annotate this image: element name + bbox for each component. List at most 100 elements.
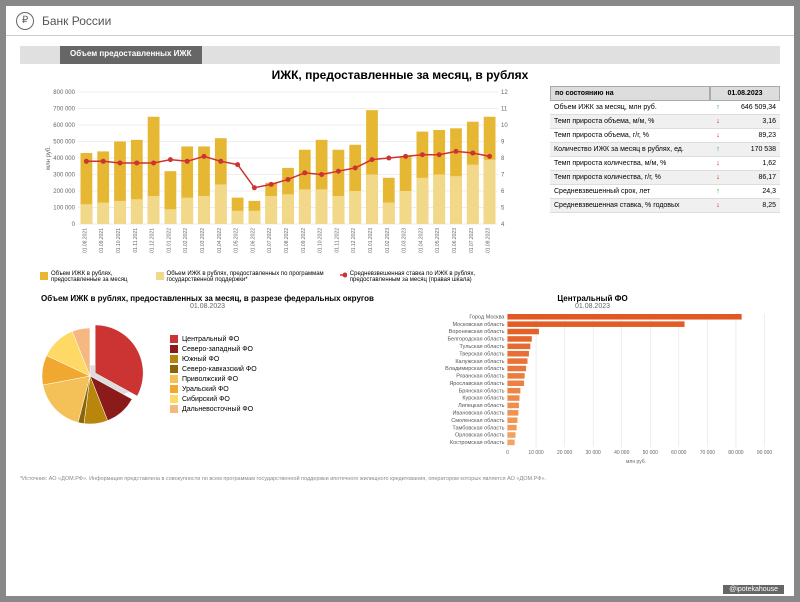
svg-text:60 000: 60 000 [671, 450, 687, 456]
stats-value: 170 538 [726, 143, 780, 156]
stats-value: 8,25 [726, 199, 780, 212]
svg-text:Владимирская область: Владимирская область [445, 366, 504, 372]
svg-text:01.05.2023: 01.05.2023 [435, 228, 441, 253]
legend-item: Объем ИЖК в рублях, предоставленных по п… [156, 271, 328, 283]
svg-text:млн руб.: млн руб. [626, 459, 646, 465]
stats-value: 24,3 [726, 185, 780, 198]
svg-text:01.08.2021: 01.08.2021 [82, 228, 88, 253]
stats-row: Объем ИЖК за месяц, млн руб.↑646 509,34 [550, 101, 780, 115]
tab-bar: Объем предоставленных ИЖК [20, 46, 780, 64]
svg-text:10 000: 10 000 [528, 450, 544, 456]
main-title: ИЖК, предоставленные за месяц, в рублях [20, 68, 780, 82]
svg-text:6: 6 [501, 189, 505, 195]
svg-text:50 000: 50 000 [643, 450, 659, 456]
svg-text:11: 11 [501, 107, 508, 113]
pie-legend-item: Уральский ФО [170, 385, 257, 393]
stats-row: Темп прироста количества, г/г, %↓86,17 [550, 171, 780, 185]
stats-value: 89,23 [726, 129, 780, 142]
svg-text:01.12.2021: 01.12.2021 [150, 228, 156, 253]
stats-row: Количество ИЖК за месяц в рублях, ед.↑17… [550, 143, 780, 157]
arrow-up-icon: ↑ [710, 143, 726, 156]
footnote: *Источник: АО «ДОМ.РФ». Информация предс… [20, 476, 780, 482]
pie-legend-item: Центральный ФО [170, 335, 257, 343]
stats-row: Темп прироста объема, г/г, %↓89,23 [550, 129, 780, 143]
arrow-down-icon: ↓ [710, 171, 726, 184]
svg-text:Город Москва: Город Москва [469, 314, 505, 320]
hbar-title: Центральный ФО [405, 294, 780, 303]
stats-row: Темп прироста объема, м/м, %↓3,16 [550, 115, 780, 129]
pie-legend-item: Приволжский ФО [170, 375, 257, 383]
pie-legend-item: Северо-кавказский ФО [170, 365, 257, 373]
stats-value: 86,17 [726, 171, 780, 184]
svg-text:800 000: 800 000 [53, 90, 75, 96]
hbar-date: 01.08.2023 [405, 303, 780, 310]
svg-text:4: 4 [501, 222, 505, 228]
pie-panel: Объем ИЖК в рублях, предоставленных за м… [20, 294, 395, 470]
dashboard-frame: ₽ Банк России Объем предоставленных ИЖК … [0, 0, 800, 602]
svg-text:01.05.2022: 01.05.2022 [234, 228, 240, 253]
stats-value: 1,62 [726, 157, 780, 170]
svg-text:12: 12 [501, 90, 508, 96]
stats-label: Средневзвешенная ставка, % годовых [550, 199, 710, 212]
svg-text:Ивановская область: Ивановская область [452, 410, 504, 416]
svg-text:90 000: 90 000 [757, 450, 773, 456]
svg-text:01.02.2022: 01.02.2022 [183, 228, 189, 253]
svg-text:9: 9 [501, 140, 505, 146]
stats-header-label: по состоянию на [550, 86, 710, 101]
combo-chart: 0100 000200 000300 000400 000500 000600 … [20, 86, 540, 286]
svg-text:01.09.2022: 01.09.2022 [301, 228, 307, 253]
svg-text:Воронежская область: Воронежская область [449, 329, 505, 335]
svg-text:01.10.2022: 01.10.2022 [318, 228, 324, 253]
svg-text:Тамбовская область: Тамбовская область [452, 425, 504, 431]
svg-text:Калужская область: Калужская область [455, 359, 504, 365]
header: ₽ Банк России [6, 6, 794, 36]
pie-legend-item: Сибирский ФО [170, 395, 257, 403]
stats-value: 3,16 [726, 115, 780, 128]
bank-name: Банк России [42, 14, 111, 28]
pie-legend: Центральный ФОСеверо-западный ФОЮжный ФО… [170, 333, 257, 415]
svg-text:8: 8 [501, 156, 505, 162]
svg-text:70 000: 70 000 [700, 450, 716, 456]
svg-text:Смоленская область: Смоленская область [451, 418, 504, 424]
svg-text:40 000: 40 000 [614, 450, 630, 456]
stats-label: Темп прироста объема, г/г, % [550, 129, 710, 142]
svg-text:0: 0 [506, 450, 509, 456]
stats-label: Темп прироста количества, м/м, % [550, 157, 710, 170]
content: Объем предоставленных ИЖК ИЖК, предостав… [6, 36, 794, 596]
arrow-up-icon: ↑ [710, 101, 726, 114]
svg-text:Ярославская область: Ярославская область [449, 381, 504, 387]
svg-text:01.03.2023: 01.03.2023 [402, 228, 408, 253]
svg-text:Брянская область: Брянская область [459, 388, 505, 394]
combo-chart-legend: Объем ИЖК в рублях, предоставленные за м… [20, 271, 540, 283]
svg-text:Белгородская область: Белгородская область [447, 337, 504, 343]
stats-row: Темп прироста количества, м/м, %↓1,62 [550, 157, 780, 171]
stats-header-date: 01.08.2023 [710, 86, 780, 101]
arrow-down-icon: ↓ [710, 199, 726, 212]
svg-text:Тверская область: Тверская область [459, 351, 504, 357]
stats-value: 646 509,34 [726, 101, 780, 114]
svg-text:Орловская область: Орловская область [455, 433, 505, 439]
bank-logo-icon: ₽ [16, 12, 34, 30]
pie-date: 01.08.2023 [20, 303, 395, 310]
svg-text:10: 10 [501, 123, 508, 129]
svg-text:01.12.2022: 01.12.2022 [351, 228, 357, 253]
svg-text:200 000: 200 000 [53, 189, 75, 195]
hbar-panel: Центральный ФО 01.08.2023 010 00020 0003… [405, 294, 780, 470]
svg-text:01.10.2021: 01.10.2021 [116, 228, 122, 253]
arrow-up-icon: ↑ [710, 185, 726, 198]
svg-text:600 000: 600 000 [53, 123, 75, 129]
arrow-down-icon: ↓ [710, 115, 726, 128]
stats-table: по состоянию на 01.08.2023 Объем ИЖК за … [550, 86, 780, 286]
tab-volume[interactable]: Объем предоставленных ИЖК [60, 46, 202, 64]
arrow-down-icon: ↓ [710, 157, 726, 170]
svg-text:5: 5 [501, 206, 505, 212]
pie-legend-item: Северо-западный ФО [170, 345, 257, 353]
svg-text:01.04.2023: 01.04.2023 [418, 228, 424, 253]
svg-text:01.09.2021: 01.09.2021 [99, 228, 105, 253]
svg-text:300 000: 300 000 [53, 173, 75, 179]
svg-text:01.06.2022: 01.06.2022 [250, 228, 256, 253]
svg-text:01.08.2022: 01.08.2022 [284, 228, 290, 253]
arrow-down-icon: ↓ [710, 129, 726, 142]
legend-item: Средневзвешенная ставка по ИЖК в рублях,… [340, 271, 520, 283]
stats-label: Темп прироста объема, м/м, % [550, 115, 710, 128]
